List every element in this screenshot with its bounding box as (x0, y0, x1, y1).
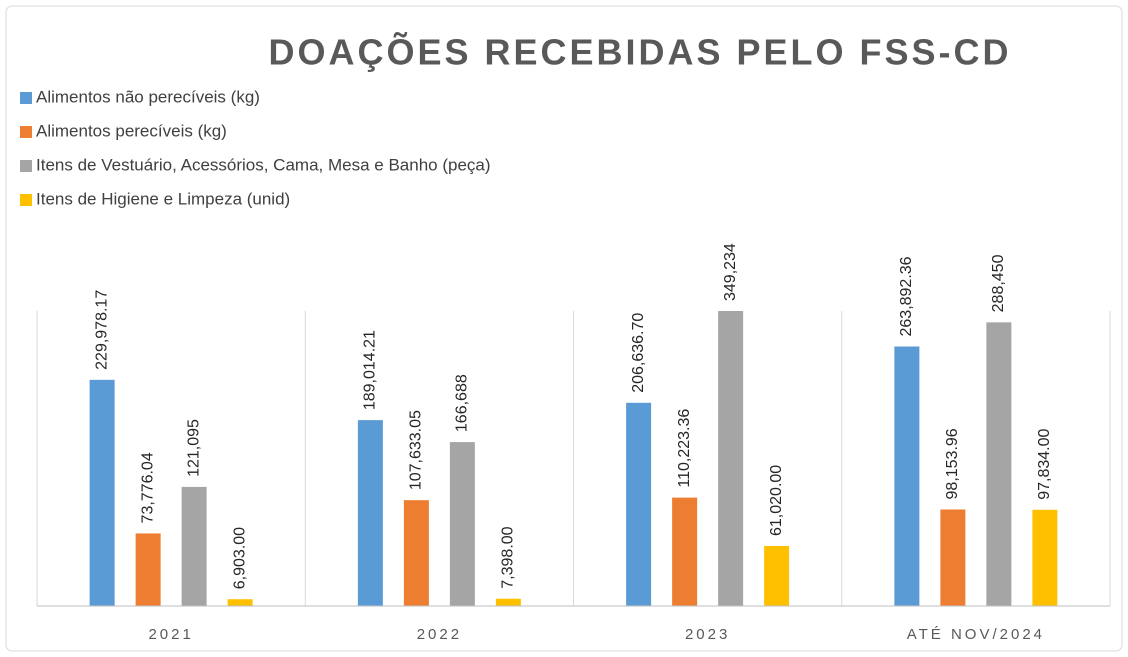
data-label: 7,398.00 (500, 526, 517, 588)
bar (986, 322, 1012, 606)
data-label: 6,903.00 (231, 527, 248, 589)
x-tick-label: ATÉ NOV/2024 (907, 626, 1045, 643)
x-tick-label: 2022 (417, 626, 462, 643)
chart-title: DOAÇÕES RECEBIDAS PELO FSS-CD (268, 31, 1011, 73)
legend-label: Itens de Vestuário, Acessórios, Cama, Me… (36, 155, 491, 174)
legend-swatch (20, 160, 32, 172)
bar (495, 598, 521, 606)
data-label: 61,020.00 (768, 465, 785, 536)
bar (227, 599, 253, 606)
bar (764, 545, 790, 606)
bar (135, 533, 161, 606)
x-tick-label: 2023 (685, 626, 730, 643)
data-label: 98,153.96 (944, 428, 961, 499)
data-label: 121,095 (185, 419, 202, 477)
bar (626, 402, 652, 606)
bar (940, 509, 966, 606)
bar (894, 346, 920, 606)
legend-label: Alimentos perecíveis (kg) (36, 121, 227, 140)
data-label: 73,776.04 (139, 452, 156, 523)
data-label: 97,834.00 (1036, 429, 1053, 500)
legend-label: Alimentos não perecíveis (kg) (36, 87, 260, 106)
data-label: 189,014.21 (362, 330, 379, 410)
bar (718, 311, 744, 606)
bar (672, 497, 698, 606)
bar (357, 420, 383, 606)
legend-swatch (20, 194, 32, 206)
chart-border (5, 5, 1123, 652)
bar (403, 500, 429, 606)
data-label: 263,892.36 (898, 256, 915, 336)
data-label: 166,688 (454, 374, 471, 432)
data-label: 349,234 (722, 243, 739, 301)
bar (181, 486, 207, 606)
data-label: 206,636.70 (630, 313, 647, 393)
x-tick-label: 2021 (148, 626, 193, 643)
bar (449, 442, 475, 606)
data-label: 107,633.05 (408, 410, 425, 490)
legend-label: Itens de Higiene e Limpeza (unid) (36, 189, 290, 208)
data-label: 229,978.17 (93, 290, 110, 370)
legend-swatch (20, 92, 32, 104)
legend-swatch (20, 126, 32, 138)
plot-area (89, 311, 1058, 606)
bar (89, 379, 115, 606)
bar (1032, 509, 1058, 606)
data-label: 110,223.36 (676, 409, 693, 488)
data-label: 288,450 (990, 254, 1007, 312)
